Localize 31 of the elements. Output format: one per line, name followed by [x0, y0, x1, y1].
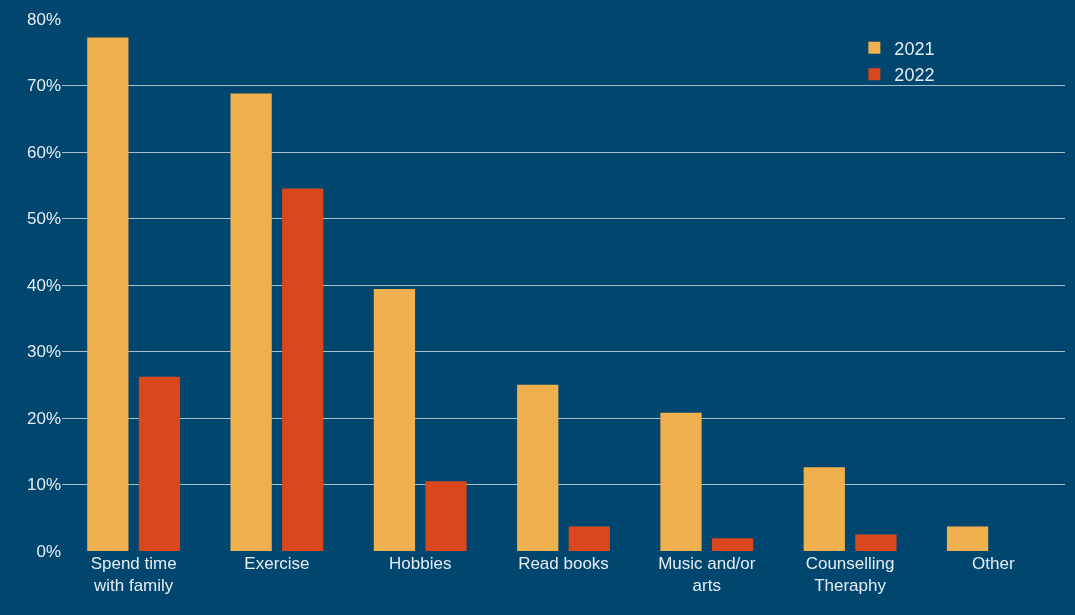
bar: [230, 93, 272, 551]
y-tick-label: 0%: [36, 541, 61, 561]
y-tick-label: 80%: [26, 9, 61, 29]
bar: [711, 538, 754, 551]
x-tick-label: Hobbies: [389, 554, 452, 573]
bar: [282, 188, 324, 551]
bar: [425, 481, 467, 551]
bar: [373, 288, 416, 551]
y-tick-label: 50%: [26, 209, 61, 229]
x-tick-label: Other: [972, 554, 1015, 573]
y-tick-label: 20%: [26, 408, 61, 428]
bar: [946, 526, 989, 551]
bar: [87, 37, 129, 551]
y-tick-label: 10%: [26, 475, 61, 495]
x-tick-label: Spend time with family: [90, 554, 177, 596]
bar: [517, 384, 559, 551]
x-tick-label: Exercise: [244, 554, 310, 573]
y-tick-label: 40%: [26, 275, 61, 295]
bar: [803, 467, 845, 551]
legend-label: 2022: [894, 65, 935, 86]
bar: [660, 412, 702, 551]
y-tick-label: 60%: [26, 142, 61, 162]
legend-label: 2021: [894, 38, 935, 59]
bar: [138, 376, 181, 551]
y-tick-label: 70%: [26, 76, 61, 96]
x-tick-label: Read books: [518, 554, 609, 573]
bar: [568, 526, 610, 551]
bar: [855, 534, 897, 551]
x-tick-label: Music and/or arts: [658, 554, 756, 596]
x-tick-label: Counselling Theraphy: [805, 554, 895, 596]
y-tick-label: 30%: [26, 342, 61, 362]
